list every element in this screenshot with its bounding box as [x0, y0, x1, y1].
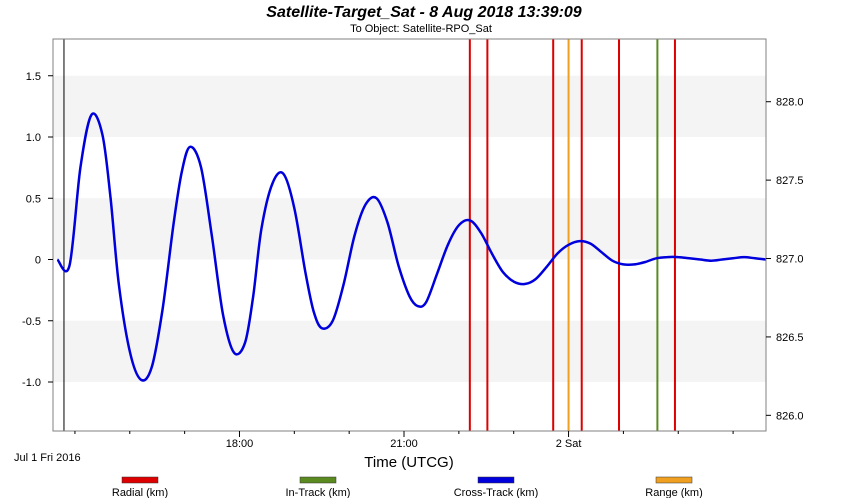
legend-swatch [655, 476, 693, 484]
legend-label: Cross-Track (km) [454, 487, 539, 498]
right-tick-label: 827.0 [776, 254, 804, 266]
left-tick-label: -0.5 [22, 316, 41, 328]
legend-swatch [121, 476, 159, 484]
x-axis-label: Time (UTCG) [364, 454, 453, 471]
x-axis: 18:00 21:00 2 Sat [74, 431, 734, 450]
legend: Radial (km) In-Track (km) Cross-Track (km)… [112, 476, 703, 499]
legend-swatch [477, 476, 515, 484]
left-axis: -1.0 -0.5 0 0.5 1.0 1.5 [22, 71, 53, 389]
legend-label: In-Track (km) [286, 487, 351, 498]
left-tick-label: 1.0 [26, 132, 41, 144]
left-tick-label: 0 [35, 255, 41, 267]
background-band [53, 320, 766, 382]
plot-frame [52, 38, 767, 432]
left-tick-label: 1.5 [26, 71, 41, 83]
left-tick-label: -1.0 [22, 377, 41, 389]
right-axis: 826.0 826.5 827.0 827.5 828.0 [766, 97, 804, 422]
chart-subtitle: To Object: Satellite-RPO_Sat [350, 23, 492, 35]
series-line-cross-track [56, 112, 767, 382]
background-bands [53, 75, 766, 382]
right-tick-label: 827.5 [776, 175, 804, 187]
right-tick-label: 826.5 [776, 332, 804, 344]
x-tick-label: 2 Sat [556, 438, 582, 450]
right-tick-label: 826.0 [776, 410, 804, 422]
legend-label: Radial (km) [112, 487, 168, 498]
series-layer [56, 112, 767, 382]
x-start-label: Jul 1 Fri 2016 [14, 452, 81, 464]
legend-label: Range (km) [645, 487, 702, 498]
right-tick-label: 828.0 [776, 97, 804, 109]
x-tick-label: 18:00 [226, 438, 254, 450]
background-band [53, 198, 766, 260]
legend-swatch [299, 476, 337, 484]
event-lines [63, 39, 676, 431]
chart-title: Satellite-Target_Sat - 8 Aug 2018 13:39:… [266, 4, 581, 21]
left-tick-label: 0.5 [26, 193, 41, 205]
background-band [53, 75, 766, 137]
x-tick-label: 21:00 [390, 438, 418, 450]
